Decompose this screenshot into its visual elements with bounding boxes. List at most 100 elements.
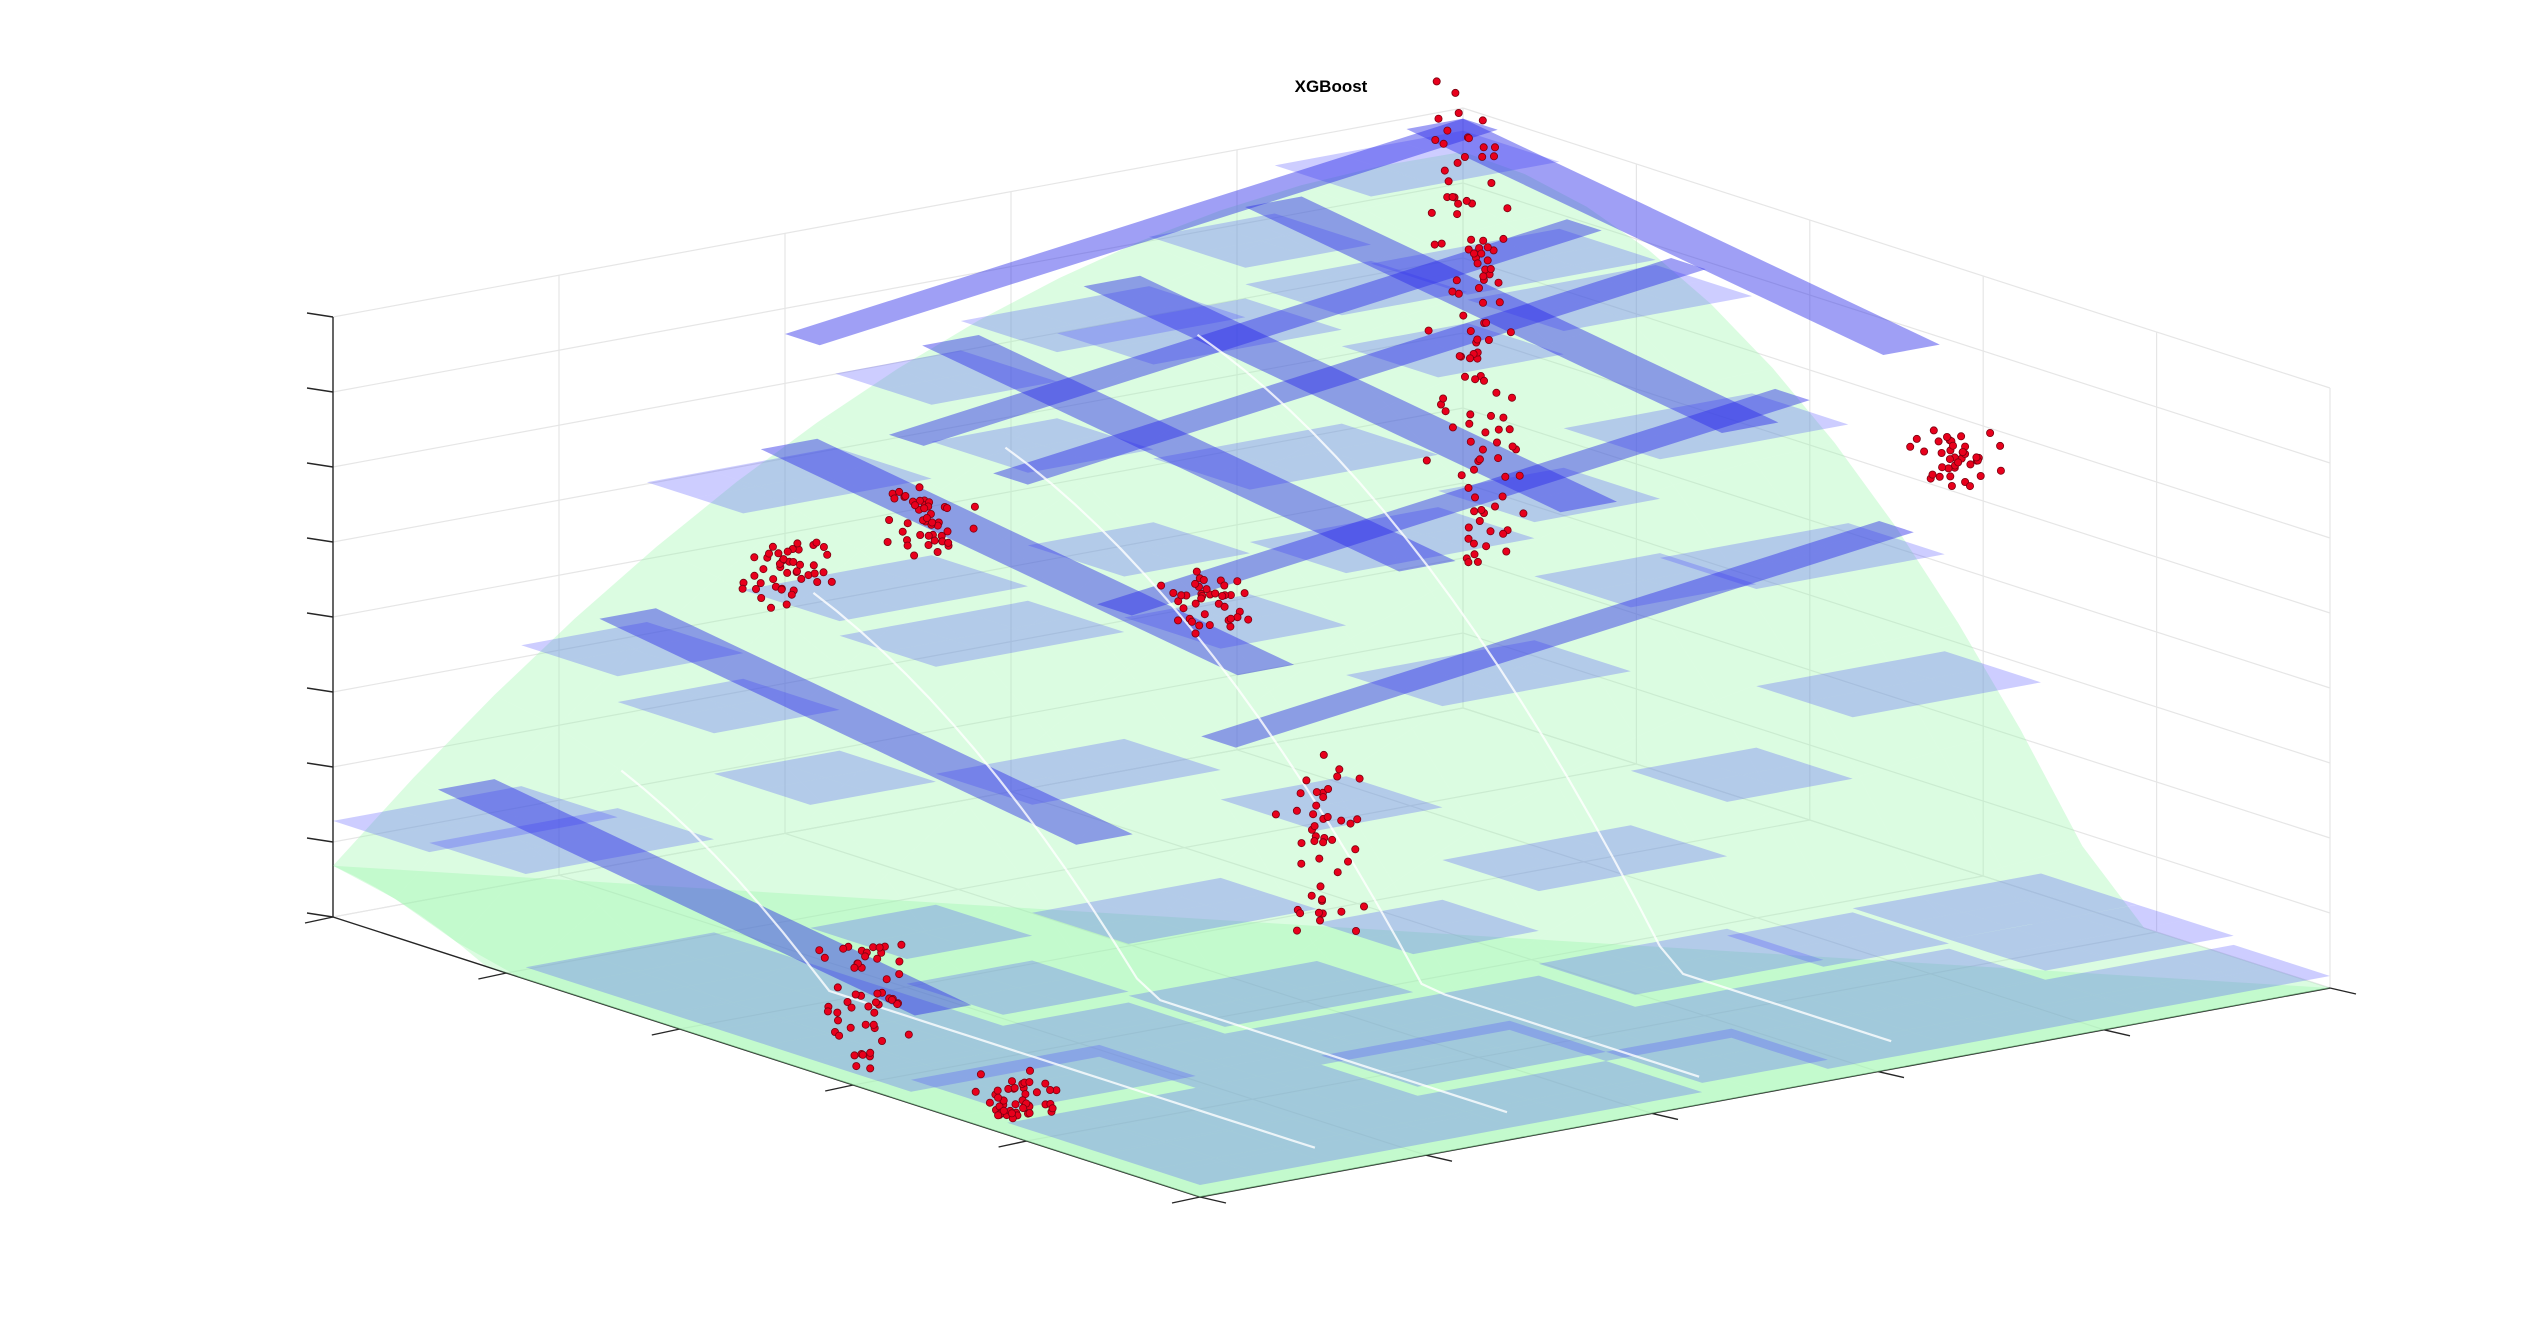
data-point bbox=[1355, 774, 1364, 783]
data-point bbox=[864, 1002, 873, 1011]
data-point bbox=[1486, 264, 1495, 273]
model-surface-patch bbox=[1214, 1146, 1326, 1174]
data-point bbox=[1492, 388, 1501, 397]
reference-surface-patch bbox=[637, 577, 780, 691]
data-point bbox=[847, 1003, 856, 1012]
grid-line bbox=[332, 182, 1464, 393]
reference-surface-patch bbox=[413, 695, 557, 810]
data-point bbox=[1490, 152, 1499, 161]
data-point bbox=[893, 1000, 902, 1009]
reference-surface-patch bbox=[1393, 828, 1537, 993]
model-surface-patch bbox=[954, 987, 1066, 1015]
data-point bbox=[769, 575, 778, 584]
model-surface-patch bbox=[921, 920, 1033, 948]
model-surface-patch bbox=[525, 955, 637, 983]
grid-line bbox=[332, 257, 1464, 468]
surface-highlight bbox=[812, 592, 1508, 1114]
model-surface-patch bbox=[1147, 1060, 1259, 1088]
data-point bbox=[943, 504, 952, 513]
reference-surface-patch bbox=[2001, 846, 2145, 943]
model-surface-patch bbox=[1605, 1040, 1717, 1068]
data-point bbox=[759, 565, 768, 574]
model-surface-patch bbox=[1934, 964, 2046, 992]
reference-surface-patch bbox=[1218, 1147, 1362, 1183]
model-surface-patch bbox=[1760, 971, 1872, 999]
model-surface-patch bbox=[1779, 1041, 1891, 1069]
data-point bbox=[1454, 199, 1463, 208]
model-surface-patch bbox=[1080, 916, 1192, 944]
reference-surface-patch bbox=[2044, 962, 2188, 998]
reference-surface-patch bbox=[699, 617, 842, 742]
data-point bbox=[870, 1008, 879, 1017]
model-surface-patch bbox=[1264, 450, 1376, 478]
model-surface-patch bbox=[1442, 848, 1554, 876]
reference-surface-patch bbox=[1083, 432, 1227, 542]
reference-surface-patch bbox=[2125, 948, 2269, 983]
reference-surface-patch bbox=[879, 396, 1022, 490]
model-surface-patch bbox=[588, 944, 700, 972]
data-point bbox=[1958, 447, 1967, 456]
data-point bbox=[1499, 529, 1508, 538]
data-point bbox=[1929, 426, 1938, 435]
model-surface-patch bbox=[1654, 1055, 1765, 1083]
model-surface-patch bbox=[443, 813, 555, 841]
reference-surface-patch bbox=[1778, 776, 1921, 928]
reference-surface-patch bbox=[1183, 302, 1326, 388]
reference-surface-patch bbox=[1121, 266, 1264, 341]
z-tick bbox=[306, 387, 334, 393]
data-point bbox=[1174, 616, 1183, 625]
reference-surface-patch bbox=[922, 539, 1065, 662]
data-point bbox=[1478, 152, 1487, 161]
model-surface-patch bbox=[1967, 1006, 2079, 1035]
data-point bbox=[1440, 166, 1449, 175]
data-point bbox=[873, 954, 882, 963]
model-surface-patch bbox=[931, 429, 1043, 458]
model-surface-patch bbox=[820, 463, 932, 491]
data-point bbox=[809, 561, 818, 570]
data-point bbox=[1292, 806, 1301, 815]
surface-highlight bbox=[1196, 334, 1892, 1043]
grid-line bbox=[1010, 791, 1879, 1073]
data-point bbox=[999, 1106, 1008, 1115]
data-point bbox=[1244, 615, 1253, 624]
data-point bbox=[1220, 581, 1229, 590]
reference-surface-patch bbox=[618, 690, 761, 821]
data-point bbox=[1986, 428, 1995, 437]
reference-surface-patch bbox=[1630, 303, 1773, 386]
model-surface-patch bbox=[916, 570, 1028, 598]
reference-surface-patch bbox=[1070, 1017, 1214, 1053]
reference-surface-patch bbox=[1301, 165, 1445, 209]
reference-surface-patch bbox=[1102, 340, 1246, 433]
model-surface-patch bbox=[814, 1048, 926, 1077]
reference-surface-patch bbox=[1164, 387, 1308, 491]
data-point bbox=[815, 946, 824, 955]
data-point bbox=[1439, 394, 1448, 403]
data-point bbox=[1309, 810, 1318, 819]
data-point bbox=[1179, 604, 1188, 613]
data-point bbox=[1019, 1104, 1028, 1113]
data-point bbox=[1422, 456, 1431, 465]
reference-surface-patch bbox=[736, 422, 880, 512]
data-point bbox=[1455, 352, 1464, 361]
reference-surface-patch bbox=[989, 1032, 1133, 1068]
reference-surface-patch bbox=[1517, 997, 1660, 1033]
model-surface-patch bbox=[1419, 267, 1531, 295]
reference-surface-patch bbox=[1468, 343, 1612, 438]
reference-surface-patch bbox=[1331, 728, 1475, 883]
data-point bbox=[1505, 425, 1514, 434]
model-surface-patch bbox=[651, 932, 763, 960]
data-point bbox=[1494, 278, 1503, 287]
reference-surface-patch bbox=[1920, 867, 2064, 958]
data-point bbox=[924, 531, 933, 540]
data-point bbox=[904, 1030, 913, 1039]
model-surface-patch bbox=[1756, 674, 1868, 702]
data-point bbox=[779, 555, 788, 564]
model-surface-patch bbox=[1350, 998, 1462, 1026]
model-surface-patch bbox=[1176, 999, 1288, 1027]
reference-surface-patch bbox=[1864, 1027, 2008, 1063]
model-surface-patch bbox=[1273, 1037, 1384, 1065]
data-point bbox=[1482, 542, 1491, 551]
reference-surface-patch bbox=[1232, 942, 1375, 1023]
reference-surface-patch bbox=[1288, 513, 1431, 639]
